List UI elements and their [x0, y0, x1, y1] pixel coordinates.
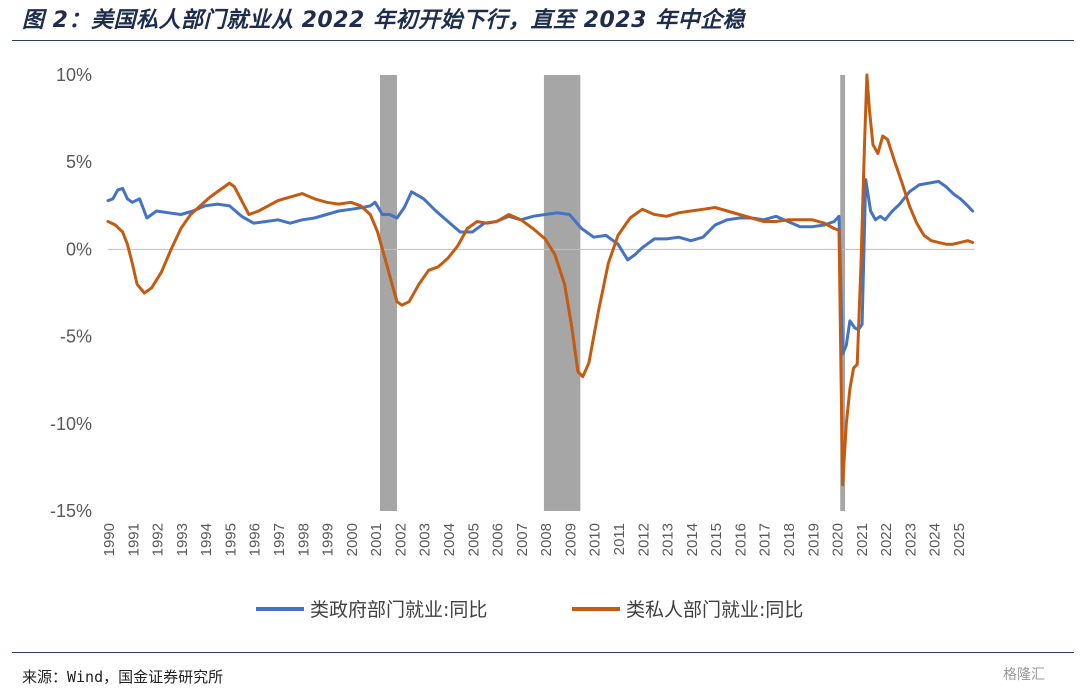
x-axis-ticks: 1990 1991 1992 1993 1994 1995 1996 1997 1998 1999…: [101, 523, 968, 556]
x-tick-label: 1997: [271, 523, 288, 556]
series-line-government: [106, 178, 975, 356]
x-tick-label: 2003: [417, 523, 434, 556]
x-tick-label: 2002: [392, 523, 409, 556]
x-tick-label: 1991: [125, 523, 142, 556]
x-tick-label: 2009: [562, 523, 579, 556]
y-axis-ticks: 10% 5% 0% -5% -10% -15%: [50, 65, 92, 521]
x-tick-label: 2025: [951, 523, 968, 556]
x-tick-label: 2005: [465, 523, 482, 556]
x-tick-label: 1992: [150, 523, 167, 556]
x-tick-label: 2001: [368, 523, 385, 556]
y-tick-label: 0%: [66, 239, 92, 259]
x-tick-label: 1999: [320, 523, 337, 556]
x-tick-label: 2014: [684, 523, 701, 556]
x-tick-label: 2007: [514, 523, 531, 556]
y-tick-label: 5%: [66, 152, 92, 172]
legend-label-private: 类私人部门就业:同比: [626, 599, 803, 621]
legend-label-government: 类政府部门就业:同比: [310, 599, 487, 621]
x-tick-label: 2024: [927, 523, 944, 556]
x-tick-label: 2019: [805, 523, 822, 556]
x-tick-label: 2017: [757, 523, 774, 556]
x-tick-label: 2020: [830, 523, 847, 556]
figure-title: 图 2：美国私人部门就业从 2022 年初开始下行，直至 2023 年中企稳: [22, 8, 746, 33]
x-tick-label: 1994: [198, 523, 215, 556]
y-tick-label: 10%: [56, 65, 92, 85]
x-tick-label: 2018: [781, 523, 798, 556]
line-chart: 10%5%0%-5%-10%-15% 1990 1991 1992 1993 1994 1…: [50, 65, 975, 621]
x-tick-label: 2008: [538, 523, 555, 556]
x-tick-label: 2015: [708, 523, 725, 556]
x-tick-label: 1995: [222, 523, 239, 556]
legend: 类政府部门就业:同比 类私人部门就业:同比: [256, 599, 803, 621]
series-line-private: [106, 73, 975, 487]
recession-bands: [380, 75, 846, 511]
x-tick-label: 2000: [344, 523, 361, 556]
y-tick-label: -15%: [50, 501, 92, 521]
recession-band-0: [380, 75, 397, 511]
y-tick-label: -10%: [50, 414, 92, 434]
x-tick-label: 2004: [441, 523, 458, 556]
x-tick-label: 2012: [635, 523, 652, 556]
recession-band-2: [840, 75, 846, 511]
x-tick-label: 2011: [611, 523, 628, 555]
x-tick-label: 1990: [101, 523, 118, 556]
x-tick-label: 2016: [732, 523, 749, 556]
series-lines: [106, 73, 975, 487]
x-tick-label: 2010: [587, 523, 604, 556]
x-tick-label: 2013: [660, 523, 677, 556]
x-tick-label: 1998: [295, 523, 312, 556]
watermark-logo: 格隆汇: [1003, 667, 1045, 683]
x-tick-label: 2021: [854, 523, 871, 556]
x-tick-label: 2022: [878, 523, 895, 556]
x-tick-label: 2006: [490, 523, 507, 556]
source-note: 来源：Wind，国金证券研究所: [22, 668, 224, 686]
x-tick-label: 2023: [902, 523, 919, 556]
x-tick-label: 1996: [247, 523, 264, 556]
recession-band-1: [543, 75, 581, 511]
title-divider: [12, 40, 1074, 41]
y-tick-label: -5%: [60, 327, 92, 347]
footer-divider: [12, 652, 1074, 653]
x-tick-label: 1993: [174, 523, 191, 556]
